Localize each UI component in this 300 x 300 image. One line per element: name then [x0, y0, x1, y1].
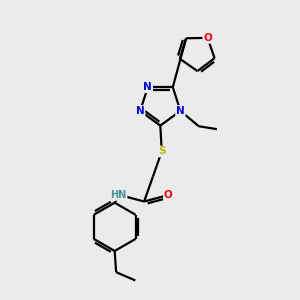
Text: O: O: [164, 190, 172, 200]
Text: N: N: [176, 106, 185, 116]
Text: HN: HN: [110, 190, 127, 200]
Text: N: N: [143, 82, 152, 92]
Text: N: N: [136, 106, 145, 116]
Text: S: S: [158, 146, 166, 157]
Text: O: O: [203, 33, 212, 43]
